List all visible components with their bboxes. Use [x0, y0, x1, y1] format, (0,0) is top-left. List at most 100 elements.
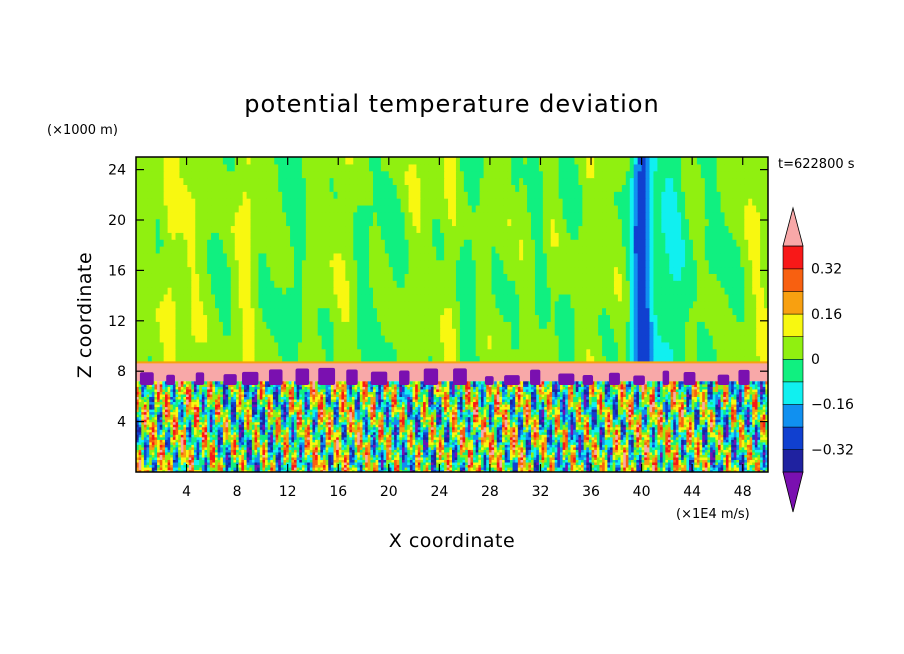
- contour-cell: [341, 469, 345, 472]
- contour-cell: [511, 341, 516, 350]
- contour-cell: [329, 177, 335, 185]
- contour-cell: [491, 280, 497, 288]
- contour-cell: [527, 300, 532, 309]
- contour-cell: [207, 341, 212, 350]
- contour-cell: [361, 266, 366, 274]
- contour-cell: [396, 198, 402, 206]
- contour-cell: [353, 328, 358, 336]
- contour-cell: [203, 163, 208, 172]
- contour-cell: [432, 259, 437, 268]
- contour-cell: [708, 328, 714, 336]
- contour-cell: [424, 177, 429, 185]
- contour-cell: [629, 273, 635, 281]
- contour-cell: [191, 198, 196, 206]
- contour-cell: [677, 252, 682, 261]
- contour-cell: [629, 328, 635, 336]
- contour-cell: [483, 355, 489, 363]
- contour-cell: [159, 239, 165, 247]
- contour-cell: [207, 198, 212, 206]
- contour-cell: [195, 280, 200, 288]
- contour-cell: [566, 321, 572, 329]
- contour-cell: [230, 184, 236, 192]
- contour-cell: [222, 341, 228, 350]
- contour-cell: [199, 266, 204, 274]
- contour-cell: [653, 314, 658, 322]
- contour-cell: [645, 335, 651, 343]
- contour-cell: [278, 321, 283, 329]
- contour-cell: [309, 293, 315, 302]
- contour-cell: [499, 218, 504, 227]
- contour-cell: [175, 307, 181, 316]
- contour-cell: [159, 198, 165, 206]
- contour-cell: [444, 469, 448, 472]
- contour-cell: [167, 355, 173, 363]
- contour-cell: [511, 163, 516, 172]
- contour-cell: [341, 211, 346, 220]
- contour-cell: [475, 252, 481, 261]
- contour-cell: [554, 157, 560, 165]
- contour-cell: [527, 328, 532, 336]
- contour-cell: [400, 211, 406, 220]
- contour-cell: [234, 307, 240, 316]
- contour-cell: [467, 321, 473, 329]
- contour-cell: [562, 293, 568, 302]
- contour-cell: [337, 204, 342, 213]
- contour-cell: [467, 273, 473, 281]
- contour-cell: [732, 273, 737, 281]
- contour-cell: [357, 246, 362, 254]
- contour-cell: [286, 321, 291, 329]
- contour-cell: [669, 170, 674, 179]
- contour-cell: [582, 328, 587, 336]
- contour-cell: [700, 225, 706, 233]
- contour-cell: [344, 469, 348, 472]
- contour-cell: [404, 218, 410, 227]
- contour-cell: [756, 204, 761, 213]
- contour-cell: [191, 280, 196, 288]
- contour-cell: [689, 300, 694, 309]
- contour-cell: [230, 335, 236, 343]
- contour-cell: [151, 469, 156, 472]
- contour-cell: [720, 198, 726, 206]
- contour-cell: [613, 204, 619, 213]
- contour-cell: [681, 184, 686, 192]
- contour-cell: [724, 163, 730, 172]
- contour-cell: [657, 211, 662, 220]
- contour-cell: [550, 273, 556, 281]
- contour-cell: [649, 157, 655, 165]
- contour-cell: [657, 246, 662, 254]
- contour-cell: [740, 170, 745, 179]
- contour-cell: [301, 246, 307, 254]
- contour-cell: [732, 307, 737, 316]
- contour-cell: [408, 314, 414, 322]
- contour-cell: [503, 266, 508, 274]
- contour-cell: [665, 355, 670, 363]
- contour-cell: [764, 287, 768, 295]
- contour-cell: [471, 163, 477, 172]
- contour-cell: [531, 239, 536, 247]
- contour-cell: [550, 355, 556, 363]
- contour-cell: [708, 280, 714, 288]
- contour-cell: [282, 259, 287, 268]
- contour-cell: [187, 273, 192, 281]
- contour-cell: [554, 211, 560, 220]
- contour-cell: [274, 355, 279, 363]
- contour-cell: [546, 218, 552, 227]
- contour-cell: [163, 225, 169, 233]
- contour-cell: [376, 218, 382, 227]
- contour-cell: [523, 348, 528, 357]
- contour-cell: [669, 198, 674, 206]
- contour-cell: [333, 280, 339, 288]
- contour-cell: [615, 469, 619, 472]
- contour-cell: [459, 355, 465, 363]
- contour-cell: [748, 293, 753, 302]
- contour-cell: [412, 184, 418, 192]
- contour-cell: [396, 300, 402, 309]
- contour-cell: [637, 170, 643, 179]
- contour-cell: [570, 328, 576, 336]
- contour-cell: [527, 321, 532, 329]
- contour-cell: [171, 252, 177, 261]
- contour-cell: [175, 341, 181, 350]
- contour-cell: [459, 232, 465, 240]
- contour-cell: [432, 246, 437, 254]
- contour-cell: [637, 211, 643, 220]
